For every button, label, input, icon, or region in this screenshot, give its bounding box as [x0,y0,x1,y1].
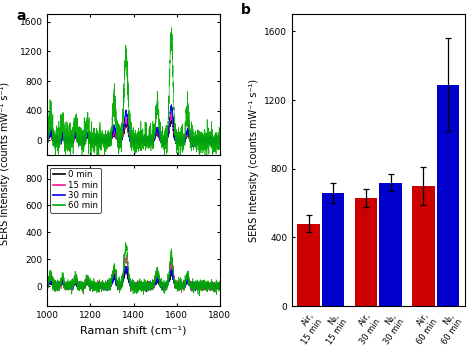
Legend: 0 min, 15 min, 30 min, 60 min: 0 min, 15 min, 30 min, 60 min [50,168,100,213]
Text: SERS Intensity (counts mW⁻¹ s⁻¹): SERS Intensity (counts mW⁻¹ s⁻¹) [0,82,10,245]
Bar [379,183,402,306]
Bar [355,198,377,306]
X-axis label: Raman shift (cm⁻¹): Raman shift (cm⁻¹) [80,326,187,336]
Bar [322,193,345,306]
Bar [297,224,320,306]
Text: b: b [240,2,250,17]
Bar [412,186,435,306]
Text: a: a [17,9,26,22]
Bar [437,85,459,306]
Y-axis label: SERS Intensity (counts mW⁻¹ s⁻¹): SERS Intensity (counts mW⁻¹ s⁻¹) [249,79,259,242]
